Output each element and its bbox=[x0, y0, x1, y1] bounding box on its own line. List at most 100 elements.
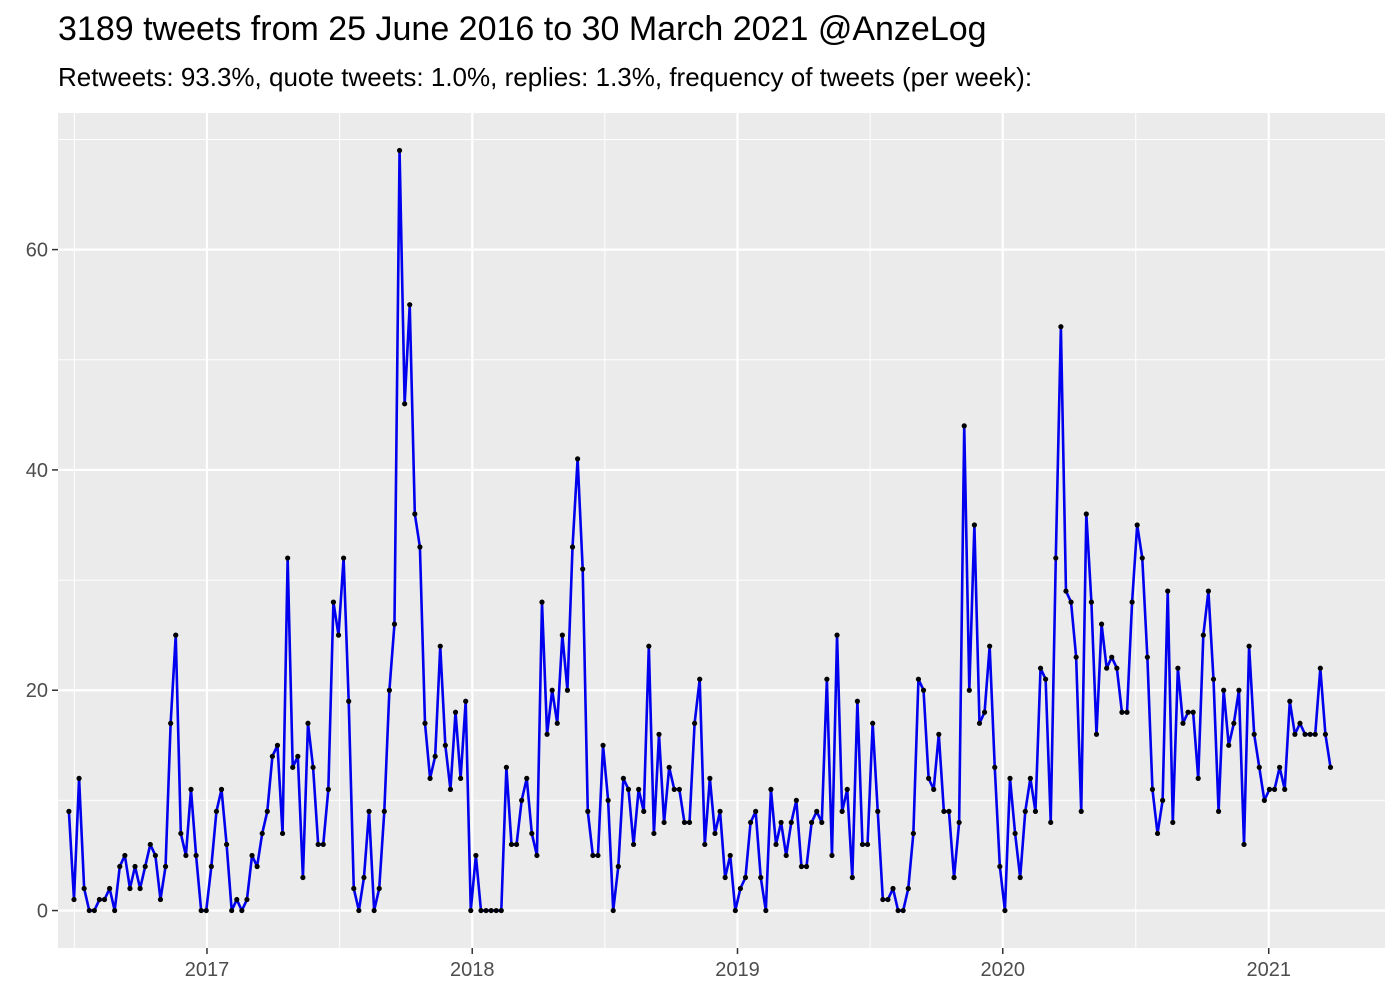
data-point bbox=[600, 742, 606, 748]
data-point bbox=[483, 907, 489, 914]
data-point bbox=[213, 808, 220, 815]
data-point bbox=[513, 841, 520, 848]
data-point bbox=[870, 720, 876, 726]
data-point bbox=[661, 819, 667, 826]
data-point bbox=[386, 687, 392, 693]
data-point bbox=[966, 687, 972, 693]
data-point bbox=[402, 401, 408, 407]
data-point bbox=[620, 775, 626, 781]
data-point bbox=[778, 819, 784, 826]
data-point bbox=[162, 863, 169, 870]
data-point bbox=[417, 544, 423, 550]
data-point bbox=[1221, 687, 1227, 693]
data-point bbox=[66, 808, 72, 815]
data-point bbox=[717, 808, 723, 815]
data-point bbox=[956, 819, 962, 826]
data-point bbox=[381, 808, 387, 815]
data-point bbox=[300, 874, 306, 881]
data-point bbox=[697, 676, 703, 682]
data-point bbox=[692, 720, 698, 726]
data-point bbox=[595, 852, 601, 859]
data-point bbox=[412, 511, 418, 517]
data-point bbox=[737, 885, 743, 892]
data-point bbox=[580, 566, 586, 572]
data-point bbox=[473, 852, 479, 859]
data-point bbox=[356, 907, 362, 914]
data-point bbox=[676, 786, 682, 792]
data-point bbox=[1210, 676, 1217, 682]
data-point bbox=[198, 907, 204, 914]
data-point bbox=[341, 555, 347, 561]
data-point bbox=[127, 885, 133, 892]
data-point bbox=[783, 852, 789, 859]
data-point bbox=[569, 544, 576, 550]
data-point bbox=[269, 753, 275, 759]
data-point bbox=[915, 676, 922, 682]
data-point bbox=[1022, 808, 1028, 815]
data-point bbox=[1017, 874, 1023, 881]
data-point bbox=[931, 786, 937, 792]
data-point bbox=[91, 907, 97, 914]
data-point bbox=[1287, 698, 1293, 704]
data-point bbox=[173, 632, 179, 638]
data-point bbox=[1165, 588, 1171, 594]
data-point bbox=[1048, 819, 1054, 826]
data-point bbox=[814, 808, 820, 815]
data-point bbox=[458, 775, 464, 781]
data-point bbox=[1226, 742, 1232, 748]
data-point bbox=[732, 907, 738, 914]
data-point bbox=[452, 709, 459, 715]
y-tick-label: 0 bbox=[37, 901, 48, 923]
data-point bbox=[625, 786, 632, 792]
data-point bbox=[371, 907, 377, 914]
data-point bbox=[941, 808, 947, 815]
major-gridlines bbox=[58, 113, 1385, 948]
data-point bbox=[742, 874, 749, 881]
data-point bbox=[254, 863, 260, 870]
data-point bbox=[961, 423, 967, 429]
data-point bbox=[575, 456, 581, 462]
x-axis: 2017 2018 2019 2020 2021 bbox=[185, 948, 1291, 981]
data-point bbox=[834, 632, 840, 638]
data-point bbox=[1027, 775, 1033, 781]
data-point bbox=[1271, 786, 1278, 792]
data-point bbox=[361, 874, 367, 881]
data-point bbox=[722, 874, 728, 881]
data-point bbox=[1149, 786, 1156, 792]
x-tick-label: 2017 bbox=[185, 959, 230, 981]
data-point bbox=[498, 907, 504, 914]
data-point bbox=[391, 621, 398, 627]
data-point bbox=[1144, 654, 1150, 660]
data-point bbox=[407, 302, 413, 308]
data-point bbox=[773, 841, 779, 848]
data-point bbox=[890, 885, 896, 892]
data-point bbox=[1297, 720, 1303, 726]
data-point bbox=[366, 808, 372, 815]
data-point bbox=[1002, 907, 1008, 914]
data-point bbox=[976, 720, 983, 726]
data-point bbox=[1109, 654, 1115, 660]
data-point bbox=[447, 786, 454, 792]
data-point bbox=[590, 852, 596, 859]
data-point bbox=[493, 907, 499, 914]
data-point bbox=[1037, 665, 1044, 671]
data-point bbox=[325, 786, 331, 792]
data-point bbox=[264, 808, 270, 815]
data-point bbox=[864, 841, 871, 848]
data-point bbox=[610, 907, 616, 914]
data-point bbox=[910, 830, 916, 837]
data-point bbox=[747, 819, 754, 826]
data-point bbox=[1160, 797, 1166, 803]
data-point bbox=[646, 643, 652, 649]
x-tick-label: 2018 bbox=[450, 959, 495, 981]
data-point bbox=[798, 863, 805, 870]
y-tick-label: 60 bbox=[26, 240, 48, 262]
data-point bbox=[641, 808, 647, 815]
data-point bbox=[376, 885, 382, 892]
data-point bbox=[1236, 687, 1242, 693]
data-point bbox=[707, 775, 713, 781]
data-point bbox=[1068, 599, 1074, 605]
data-point bbox=[1205, 588, 1212, 594]
data-point bbox=[753, 808, 759, 815]
data-point bbox=[992, 764, 998, 770]
